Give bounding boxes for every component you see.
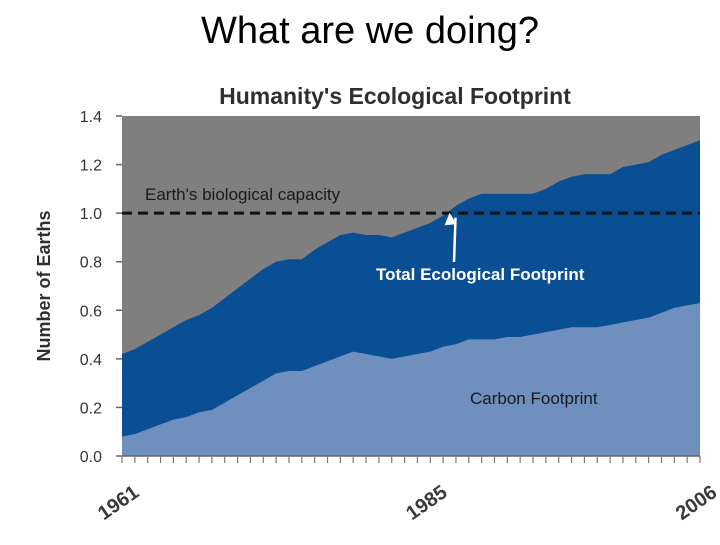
- y-tick-label: 1.2: [80, 158, 102, 175]
- annotation-arrow-shaft: [452, 217, 457, 263]
- x-tick-label: 1985: [402, 481, 451, 525]
- y-tick-label: 1.0: [80, 206, 102, 223]
- y-tick-label: 0.8: [80, 255, 102, 272]
- carbon-footprint-area: [122, 303, 700, 456]
- annotation-total-footprint: Total Ecological Footprint: [376, 265, 585, 284]
- slide-title: What are we doing?: [201, 10, 539, 52]
- annotation-arrow-head: [444, 212, 457, 226]
- x-tick-label: 2006: [672, 481, 720, 525]
- y-tick-label: 0.6: [80, 303, 102, 320]
- y-axis-label: Number of Earths: [34, 210, 54, 361]
- annotation-carbon-footprint: Carbon Footprint: [470, 389, 598, 408]
- y-tick-label: 1.4: [80, 109, 102, 126]
- y-tick-label: 0.0: [80, 449, 102, 466]
- y-tick-label: 0.2: [80, 400, 102, 417]
- x-tick-label: 1961: [94, 481, 143, 525]
- annotation-biocapacity: Earth's biological capacity: [145, 185, 341, 204]
- y-tick-label: 0.4: [80, 352, 102, 369]
- chart-title: Humanity's Ecological Footprint: [219, 83, 571, 109]
